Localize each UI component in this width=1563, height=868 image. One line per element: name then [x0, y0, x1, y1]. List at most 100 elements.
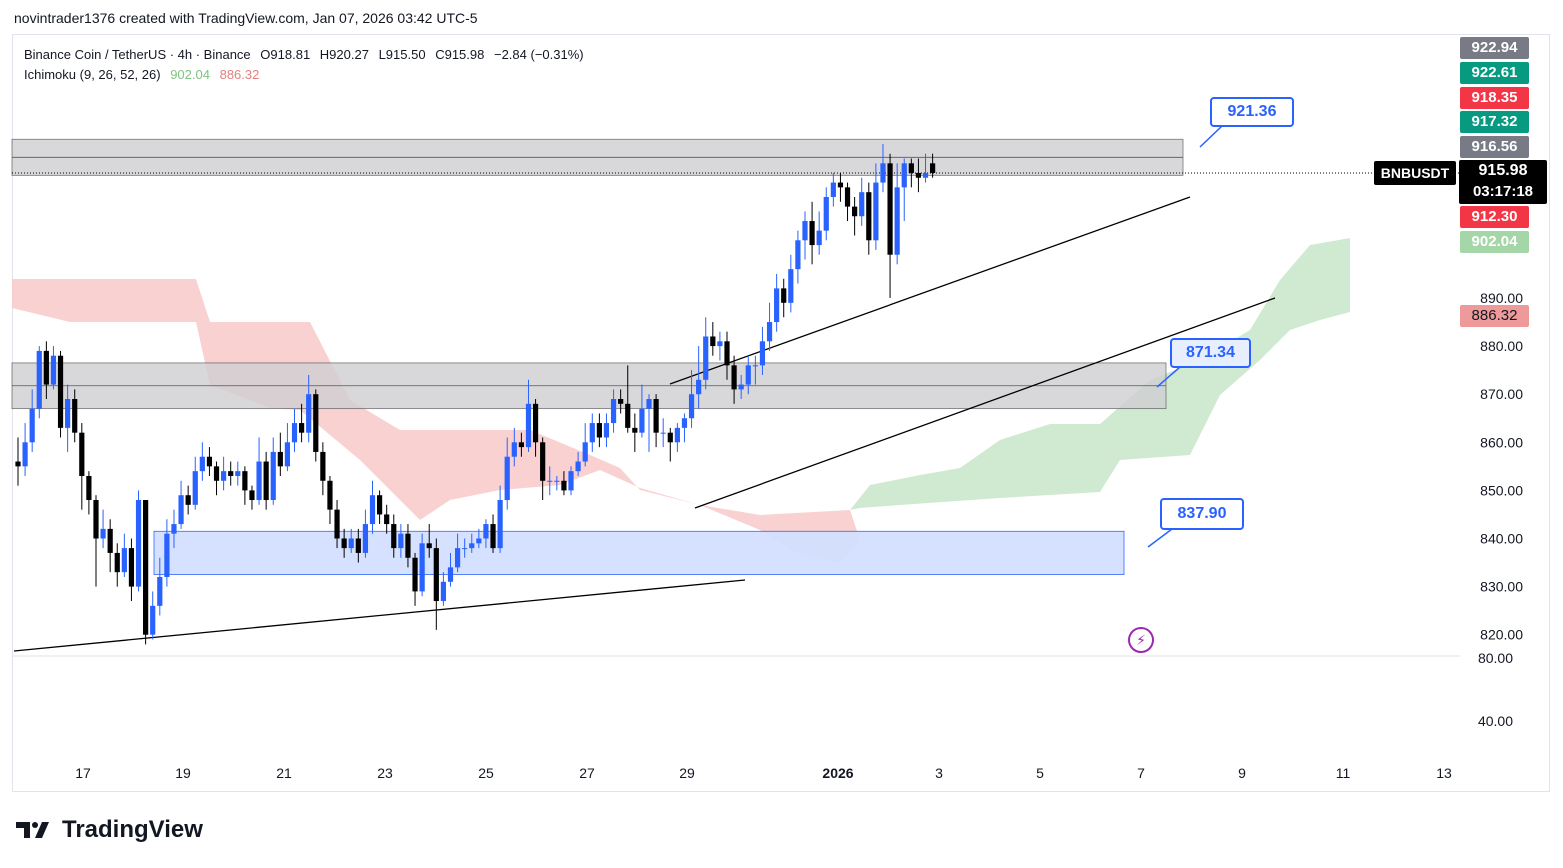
- candle-body: [341, 538, 347, 549]
- legend-symbol: Binance Coin / TetherUS · 4h · Binance: [24, 47, 251, 62]
- candle: [511, 427, 517, 467]
- ichimoku-cloud: [12, 238, 1350, 563]
- candle: [681, 413, 688, 443]
- candle: [859, 177, 865, 226]
- candle-body: [738, 384, 744, 390]
- lightning-icon[interactable]: ⚡: [1128, 627, 1154, 653]
- candle: [823, 187, 829, 241]
- candle: [256, 437, 262, 505]
- candle: [135, 490, 142, 592]
- candle-body: [667, 432, 673, 443]
- candle-body: [306, 394, 312, 433]
- tradingview-logo-icon: [16, 822, 49, 838]
- candle: [100, 509, 106, 549]
- candle: [376, 490, 383, 525]
- candle: [469, 533, 475, 553]
- candle: [674, 423, 680, 452]
- candle: [433, 538, 439, 630]
- candle: [568, 466, 574, 496]
- legend-ohlc-row: Binance Coin / TetherUS · 4h · Binance O…: [24, 45, 590, 65]
- candle: [284, 423, 291, 472]
- candle-body: [412, 557, 418, 592]
- candle: [36, 346, 42, 419]
- candle: [618, 389, 624, 414]
- candle: [384, 504, 390, 534]
- candle: [426, 524, 432, 558]
- trendlines: [13, 125, 1276, 652]
- candle: [646, 394, 652, 452]
- callout-lower[interactable]: 837.90: [1160, 498, 1244, 530]
- candle: [362, 509, 369, 558]
- legend-indicator-row[interactable]: Ichimoku (9, 26, 52, 26) 902.04 886.32: [24, 65, 590, 85]
- candle: [575, 451, 581, 476]
- candle: [745, 355, 751, 395]
- x-tick-label: 9: [1238, 765, 1246, 781]
- candle: [795, 230, 801, 284]
- candle-body: [908, 163, 914, 173]
- candle-body: [384, 514, 390, 525]
- candle-body: [504, 456, 510, 501]
- candle: [830, 172, 836, 207]
- legend-low: L915.50: [378, 47, 426, 62]
- candle-body: [433, 548, 439, 602]
- candle: [157, 557, 163, 616]
- candle-body: [235, 471, 241, 476]
- candle-body: [653, 399, 659, 433]
- candle-body: [107, 528, 113, 553]
- candle-body: [681, 418, 688, 428]
- candle: [766, 302, 773, 351]
- candle-body: [561, 480, 567, 491]
- candle-body: [781, 288, 787, 303]
- candle-body: [632, 427, 638, 433]
- time-axis[interactable]: 17 19 21 23 25 27 29 2026 3 5 7 9 11 13: [75, 765, 1452, 781]
- price-axis[interactable]: 890.00 880.00 870.00 860.00 850.00 840.00 830.…: [12, 290, 1523, 729]
- candle: [908, 158, 914, 188]
- candle-body: [313, 394, 319, 452]
- candle: [596, 413, 602, 448]
- candle: [348, 528, 354, 553]
- candle-body: [774, 288, 780, 323]
- x-tick-label: 5: [1036, 765, 1044, 781]
- candle: [419, 533, 425, 597]
- candle: [185, 485, 191, 515]
- candle-body: [43, 350, 49, 385]
- chart-legend: Binance Coin / TetherUS · 4h · Binance O…: [24, 45, 590, 85]
- price-tag-3: 917.32: [1460, 111, 1529, 133]
- candle-body: [511, 442, 517, 457]
- candle-body: [36, 350, 42, 409]
- candle-body: [462, 548, 468, 550]
- candle: [490, 514, 496, 553]
- candle: [242, 466, 248, 505]
- candle: [79, 423, 85, 510]
- candle: [894, 163, 900, 265]
- candle-body: [376, 495, 383, 515]
- x-tick-label: 25: [478, 765, 494, 781]
- candles: [15, 144, 936, 645]
- candle: [398, 524, 404, 558]
- candle-body: [454, 548, 461, 568]
- candle-body: [724, 341, 730, 366]
- y-tick-label: 880.00: [1480, 338, 1523, 354]
- candle: [547, 466, 553, 496]
- candle: [29, 389, 35, 452]
- tradingview-logo[interactable]: TradingView: [16, 816, 203, 844]
- candle-body: [894, 187, 900, 255]
- candle: [901, 158, 907, 222]
- callout-middle[interactable]: 871.34: [1170, 338, 1251, 368]
- candle-body: [816, 230, 822, 246]
- candle: [639, 384, 645, 438]
- candle: [249, 485, 255, 510]
- candle-body: [72, 399, 78, 433]
- candle: [412, 552, 418, 606]
- candle: [866, 182, 872, 255]
- candle: [667, 427, 673, 462]
- callout-upper[interactable]: 921.36: [1210, 97, 1294, 127]
- candle-body: [391, 524, 397, 549]
- candle-body: [901, 163, 907, 188]
- x-tick-label: 29: [679, 765, 695, 781]
- chart-credit: novintrader1376 created with TradingView…: [14, 10, 478, 26]
- candle: [121, 533, 127, 577]
- candle: [653, 394, 659, 448]
- candle: [561, 471, 567, 496]
